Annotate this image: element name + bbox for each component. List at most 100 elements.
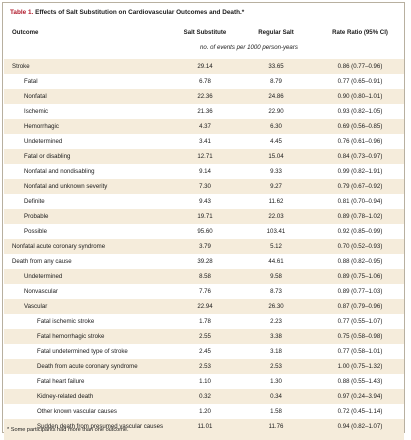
row-rate-ratio: 0.99 (0.82–1.91): [322, 168, 398, 175]
row-regular-salt: 22.90: [251, 108, 301, 115]
row-salt-substitute: 21.36: [180, 108, 230, 115]
table-row: Death from acute coronary syndrome 2.53 2.…: [4, 359, 404, 374]
row-outcome: Fatal: [24, 78, 38, 85]
row-regular-salt: 5.12: [251, 243, 301, 250]
table-row: Death from any cause 39.28 44.61 0.88 (0.82…: [4, 254, 404, 269]
header-regular-salt: Regular Salt: [251, 29, 301, 36]
table-row: Fatal or disabling 12.71 15.04 0.84 (0.73–0…: [4, 149, 404, 164]
row-rate-ratio: 0.77 (0.65–0.91): [322, 78, 398, 85]
table-row: Ischemic 21.36 22.90 0.93 (0.82–1.05): [4, 104, 404, 119]
row-rate-ratio: 0.87 (0.79–0.96): [322, 303, 398, 310]
table-row: Vascular 22.94 26.30 0.87 (0.79–0.96): [4, 299, 404, 314]
row-outcome: Fatal undetermined type of stroke: [37, 348, 128, 355]
row-salt-substitute: 39.28: [180, 258, 230, 265]
row-outcome: Death from any cause: [12, 258, 72, 265]
row-rate-ratio: 0.72 (0.45–1.14): [322, 408, 398, 415]
row-rate-ratio: 0.77 (0.55–1.07): [322, 318, 398, 325]
row-regular-salt: 103.41: [251, 228, 301, 235]
row-outcome: Nonfatal and unknown severity: [24, 183, 107, 190]
table-row: Kidney-related death 0.32 0.34 0.97 (0.24–3…: [4, 389, 404, 404]
row-rate-ratio: 0.88 (0.55–1.43): [322, 378, 398, 385]
row-outcome: Nonfatal: [24, 93, 47, 100]
row-outcome: Kidney-related death: [37, 393, 93, 400]
row-regular-salt: 3.18: [251, 348, 301, 355]
table-row: Undetermined 8.58 9.58 0.89 (0.75–1.06): [4, 269, 404, 284]
table-row: Fatal heart failure 1.10 1.30 0.88 (0.55–1.…: [4, 374, 404, 389]
row-outcome: Hemorrhagic: [24, 123, 59, 130]
row-outcome: Probable: [24, 213, 48, 220]
subheader-units: no. of events per 1000 person-years: [200, 44, 298, 51]
row-rate-ratio: 0.89 (0.77–1.03): [322, 288, 398, 295]
row-rate-ratio: 0.90 (0.80–1.01): [322, 93, 398, 100]
row-regular-salt: 1.58: [251, 408, 301, 415]
row-salt-substitute: 0.32: [180, 393, 230, 400]
row-salt-substitute: 9.43: [180, 198, 230, 205]
row-salt-substitute: 22.36: [180, 93, 230, 100]
row-outcome: Definite: [24, 198, 45, 205]
row-outcome: Death from acute coronary syndrome: [37, 363, 138, 370]
row-regular-salt: 6.30: [251, 123, 301, 130]
table-footnote: * Some participants had more than one ou…: [7, 427, 129, 434]
row-salt-substitute: 4.37: [180, 123, 230, 130]
row-regular-salt: 9.58: [251, 273, 301, 280]
row-rate-ratio: 0.77 (0.58–1.01): [322, 348, 398, 355]
row-rate-ratio: 0.88 (0.82–0.95): [322, 258, 398, 265]
row-salt-substitute: 2.55: [180, 333, 230, 340]
row-salt-substitute: 6.78: [180, 78, 230, 85]
table-title-text: Effects of Salt Substitution on Cardiova…: [35, 9, 244, 16]
row-outcome: Vascular: [24, 303, 47, 310]
row-outcome: Undetermined: [24, 138, 62, 145]
row-salt-substitute: 95.60: [180, 228, 230, 235]
row-rate-ratio: 0.92 (0.85–0.99): [322, 228, 398, 235]
row-regular-salt: 8.73: [251, 288, 301, 295]
header-rate-ratio: Rate Ratio (95% CI): [322, 29, 398, 36]
row-rate-ratio: 0.86 (0.77–0.96): [322, 63, 398, 70]
row-rate-ratio: 0.89 (0.75–1.06): [322, 273, 398, 280]
row-salt-substitute: 3.41: [180, 138, 230, 145]
table-row: Nonfatal and unknown severity 7.30 9.27 0.7…: [4, 179, 404, 194]
row-outcome: Nonfatal and nondisabling: [24, 168, 94, 175]
row-salt-substitute: 1.10: [180, 378, 230, 385]
row-outcome: Fatal or disabling: [24, 153, 70, 160]
table-row: Stroke 29.14 33.65 0.86 (0.77–0.96): [4, 59, 404, 74]
row-regular-salt: 11.76: [251, 423, 301, 430]
row-salt-substitute: 9.14: [180, 168, 230, 175]
header-outcome: Outcome: [12, 29, 38, 36]
row-regular-salt: 8.79: [251, 78, 301, 85]
row-regular-salt: 9.27: [251, 183, 301, 190]
row-outcome: Stroke: [12, 63, 30, 70]
row-salt-substitute: 19.71: [180, 213, 230, 220]
row-outcome: Nonfatal acute coronary syndrome: [12, 243, 105, 250]
row-regular-salt: 2.53: [251, 363, 301, 370]
row-outcome: Other known vascular causes: [37, 408, 117, 415]
row-regular-salt: 22.03: [251, 213, 301, 220]
row-outcome: Fatal heart failure: [37, 378, 84, 385]
table-frame: Table 1. Effects of Salt Substitution on…: [2, 2, 405, 433]
table-row: Other known vascular causes 1.20 1.58 0.72 …: [4, 404, 404, 419]
row-regular-salt: 3.38: [251, 333, 301, 340]
table-row: Fatal hemorrhagic stroke 2.55 3.38 0.75 (0.…: [4, 329, 404, 344]
row-regular-salt: 44.61: [251, 258, 301, 265]
row-regular-salt: 33.65: [251, 63, 301, 70]
row-outcome: Fatal ischemic stroke: [37, 318, 94, 325]
row-rate-ratio: 0.69 (0.56–0.85): [322, 123, 398, 130]
row-regular-salt: 2.23: [251, 318, 301, 325]
row-outcome: Nonvascular: [24, 288, 58, 295]
table-row: Hemorrhagic 4.37 6.30 0.69 (0.56–0.85): [4, 119, 404, 134]
row-salt-substitute: 12.71: [180, 153, 230, 160]
table-row: Possible 95.60 103.41 0.92 (0.85–0.99): [4, 224, 404, 239]
row-salt-substitute: 2.45: [180, 348, 230, 355]
row-rate-ratio: 0.81 (0.70–0.94): [322, 198, 398, 205]
row-salt-substitute: 11.01: [180, 423, 230, 430]
row-salt-substitute: 2.53: [180, 363, 230, 370]
row-outcome: Possible: [24, 228, 47, 235]
row-rate-ratio: 0.93 (0.82–1.05): [322, 108, 398, 115]
row-rate-ratio: 0.70 (0.52–0.93): [322, 243, 398, 250]
table-row: Fatal undetermined type of stroke 2.45 3.1…: [4, 344, 404, 359]
table-row: Fatal ischemic stroke 1.78 2.23 0.77 (0.55–…: [4, 314, 404, 329]
row-regular-salt: 24.86: [251, 93, 301, 100]
row-regular-salt: 4.45: [251, 138, 301, 145]
table-label: Table 1.: [10, 9, 33, 16]
table-row: Fatal 6.78 8.79 0.77 (0.65–0.91): [4, 74, 404, 89]
table-row: Nonfatal acute coronary syndrome 3.79 5.12…: [4, 239, 404, 254]
